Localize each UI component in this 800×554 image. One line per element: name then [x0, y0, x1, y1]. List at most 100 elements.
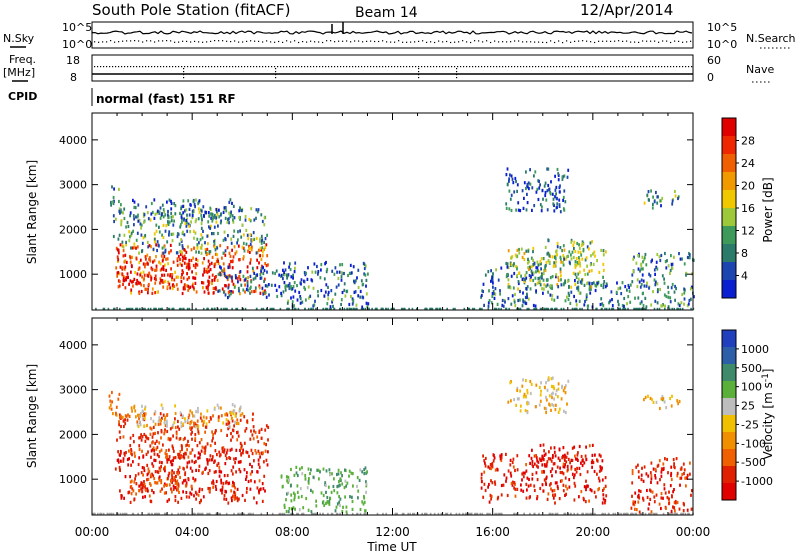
scatter-cell [487, 485, 489, 489]
scatter-cell [525, 249, 528, 253]
scatter-cell [539, 399, 542, 403]
nsearch-dot [582, 40, 584, 42]
scatter-cell [191, 411, 193, 415]
scatter-cell [118, 199, 120, 204]
scatter-cell [581, 278, 583, 282]
scatter-cell [672, 458, 675, 462]
scatter-cell [570, 253, 572, 257]
scatter-cell [512, 286, 515, 290]
scatter-cell [178, 453, 181, 457]
scatter-cell [176, 483, 179, 487]
ground-scatter-cell [463, 307, 466, 310]
nsearch-dot [450, 41, 452, 44]
scatter-cell [557, 456, 560, 460]
nave-dot [445, 66, 447, 68]
nave-dot [472, 66, 474, 68]
scatter-cell [187, 284, 190, 288]
scatter-cell [235, 412, 238, 416]
scatter-cell [535, 270, 537, 274]
scatter-cell [146, 473, 149, 477]
nsearch-dot [498, 41, 500, 43]
nave-dot [370, 66, 372, 68]
scatter-cell [325, 469, 328, 473]
ground-scatter-cell [423, 512, 426, 515]
scatter-cell [117, 450, 119, 454]
nsearch-dot [262, 41, 264, 43]
scatter-cell [535, 405, 537, 409]
scatter-cell [292, 295, 295, 299]
nsearch-dot [646, 40, 648, 42]
scatter-cell [356, 476, 359, 480]
colorbar-segment [722, 190, 736, 209]
scatter-cell [126, 272, 129, 276]
scatter-cell [150, 449, 153, 453]
scatter-cell [562, 244, 565, 248]
scatter-cell [181, 246, 184, 250]
scatter-cell [322, 500, 325, 504]
scatter-cell [536, 187, 539, 191]
nsearch-dot [406, 41, 408, 43]
scatter-cell [358, 478, 361, 482]
scatter-cell [337, 484, 340, 488]
scatter-cell [506, 182, 509, 186]
scatter-cell [166, 413, 169, 417]
scatter-cell [510, 474, 513, 478]
scatter-cell [670, 465, 673, 469]
ground-scatter-cell [346, 512, 348, 515]
scatter-cell [513, 398, 515, 402]
scatter-cell [241, 223, 244, 227]
scatter-cell [522, 300, 525, 304]
scatter-cell [207, 471, 210, 476]
scatter-cell [172, 446, 174, 450]
scatter-cell [132, 279, 135, 284]
scatter-cell [565, 492, 567, 496]
scatter-cell [545, 284, 548, 288]
scatter-cell [168, 198, 171, 202]
scatter-cell [585, 293, 588, 297]
scatter-cell [234, 274, 237, 278]
scatter-cell [263, 442, 266, 446]
scatter-cell [165, 454, 168, 458]
scatter-cell [362, 502, 365, 506]
scatter-cell [197, 451, 200, 455]
scatter-cell [213, 460, 215, 464]
nave-dot [529, 66, 531, 68]
scatter-cell [294, 266, 296, 270]
scatter-cell [234, 420, 236, 424]
scatter-cell [258, 479, 261, 483]
scatter-cell [239, 441, 242, 445]
ground-scatter-cell [270, 307, 273, 310]
scatter-cell [363, 500, 366, 504]
scatter-cell [572, 243, 575, 247]
scatter-cell [151, 441, 153, 445]
scatter-cell [556, 241, 559, 245]
nave-dot [277, 66, 279, 68]
scatter-cell [509, 197, 512, 201]
scatter-cell [207, 486, 210, 491]
ground-scatter-cell [494, 307, 496, 310]
scatter-cell [110, 200, 112, 204]
scatter-cell [598, 453, 601, 457]
scatter-cell [365, 292, 368, 296]
nsearch-dot [226, 40, 228, 42]
scatter-cell [532, 271, 535, 275]
scatter-cell [681, 257, 683, 261]
scatter-cell [223, 448, 226, 452]
nave-dot [259, 66, 261, 68]
scatter-cell [222, 446, 225, 450]
scatter-cell [128, 449, 130, 453]
scatter-cell [504, 300, 506, 304]
nave-dot [358, 66, 360, 68]
ground-scatter-cell [324, 307, 327, 310]
scatter-cell [228, 211, 231, 215]
scatter-cell [152, 425, 155, 429]
ground-scatter-cell [252, 512, 254, 515]
scatter-cell [661, 196, 664, 200]
nave-dot [262, 66, 264, 68]
scatter-cell [562, 462, 565, 466]
nave-dot [193, 66, 195, 68]
scatter-cell [519, 409, 522, 413]
nsearch-dot [214, 40, 216, 42]
scatter-cell [138, 488, 140, 493]
nave-dot [211, 66, 213, 68]
